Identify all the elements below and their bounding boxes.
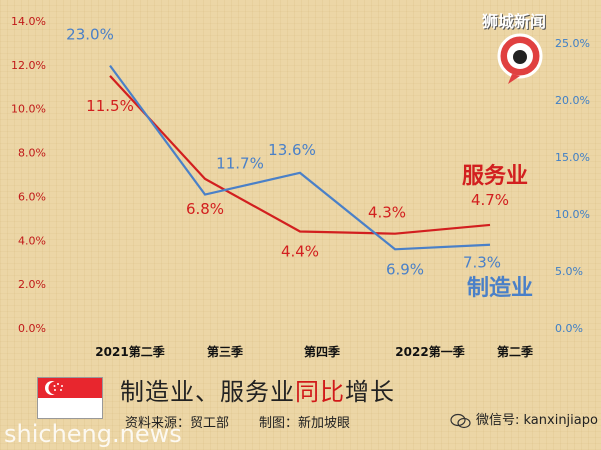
- legend-label-0: 服务业: [462, 164, 528, 189]
- line-chart: 0.0% 2.0% 4.0% 6.0% 8.0% 10.0% 12.0% 14.0% 0.0%…: [11, 15, 590, 359]
- source-line: 资料来源：贸工部 制图：新加坡眼: [125, 412, 350, 431]
- left-axis-ticks: 0.0% 2.0% 4.0% 6.0% 8.0% 10.0% 12.0% 14.0%: [11, 15, 46, 335]
- data-label: 11.5%: [86, 97, 134, 115]
- data-label: 4.4%: [281, 243, 319, 261]
- x-tick-label: 2022第一季: [395, 344, 465, 359]
- chart-caption: 制造业、服务业同比增长: [120, 372, 395, 407]
- x-tick-label: 第四季: [304, 344, 341, 359]
- right-axis-ticks: 0.0% 5.0% 10.0% 15.0% 20.0% 25.0%: [555, 37, 590, 335]
- data-label: 6.9%: [386, 260, 424, 278]
- wechat-icon: [450, 413, 471, 428]
- right-tick-label: 0.0%: [555, 322, 583, 335]
- left-tick-label: 6.0%: [18, 190, 46, 203]
- wechat-text: 微信号: kanxinjiapo: [476, 413, 598, 428]
- right-tick-label: 25.0%: [555, 37, 590, 50]
- left-tick-label: 0.0%: [18, 322, 46, 335]
- brand-name: 狮城新闻: [482, 12, 547, 31]
- singapore-flag: [37, 377, 103, 419]
- right-tick-label: 5.0%: [555, 265, 583, 278]
- left-tick-label: 10.0%: [11, 103, 46, 116]
- data-source: 资料来源：贸工部: [125, 416, 230, 431]
- x-tick-label: 第二季: [497, 344, 534, 359]
- made-by: 制图：新加坡眼: [259, 416, 351, 431]
- right-tick-label: 10.0%: [555, 208, 590, 221]
- legend-label-1: 制造业: [467, 276, 533, 301]
- data-labels: 11.5% 6.8% 4.4% 4.3% 4.7% 23.0% 11.7%13.6% 6.9%…: [66, 26, 509, 279]
- x-tick-label: 第三季: [207, 344, 244, 359]
- data-label: 4.3%: [368, 204, 406, 222]
- data-label: 11.7%: [216, 155, 264, 173]
- left-tick-label: 4.0%: [18, 234, 46, 247]
- watermark: shicheng.news: [4, 420, 182, 448]
- left-tick-label: 8.0%: [18, 147, 46, 160]
- data-label: 6.8%: [186, 200, 224, 218]
- left-tick-label: 2.0%: [18, 278, 46, 291]
- caption-part2: 增长: [345, 378, 395, 406]
- lion-logo-icon: [497, 33, 543, 84]
- x-tick-label: 2021第二季: [95, 344, 165, 359]
- caption-part1: 制造业、服务业: [120, 378, 295, 406]
- x-axis-ticks: 2021第二季 第三季 第四季 2022第一季 第二季: [95, 344, 534, 359]
- right-tick-label: 15.0%: [555, 151, 590, 164]
- data-label: 23.0%: [66, 26, 114, 44]
- right-tick-label: 20.0%: [555, 94, 590, 107]
- series-lines: [109, 64, 491, 251]
- brand-logo: 狮城新闻: [482, 8, 592, 88]
- left-tick-label: 12.0%: [11, 59, 46, 72]
- caption-highlight: 同比: [295, 378, 345, 406]
- wechat-id: 微信号: kanxinjiapo: [450, 409, 598, 429]
- data-label: 4.7%: [471, 191, 509, 209]
- data-label: 13.6%: [268, 141, 316, 159]
- data-label: 7.3%: [463, 254, 501, 272]
- left-tick-label: 14.0%: [11, 15, 46, 28]
